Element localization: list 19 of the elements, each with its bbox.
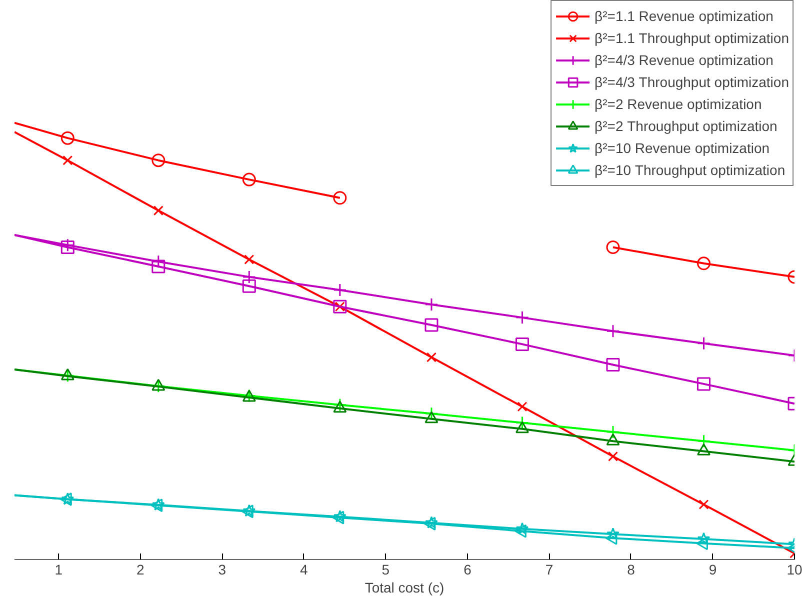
x-tick-label: 7 (545, 562, 554, 578)
legend-label: β²=4/3 Revenue optimization (594, 51, 774, 70)
x-tick-label: 4 (300, 562, 308, 578)
x-tick-label: 6 (464, 562, 472, 578)
legend-label: β²=2 Throughput optimization (594, 117, 778, 136)
x-tick-label: 2 (136, 562, 145, 578)
x-tick-label: 3 (218, 562, 226, 578)
x-tick-label: 10 (786, 562, 802, 578)
x-tick-label: 5 (382, 562, 390, 578)
legend-label: β²=2 Revenue optimization (594, 95, 762, 114)
legend-label: β²=4/3 Throughput optimization (594, 73, 789, 92)
legend-label: β²=1.1 Revenue optimization (594, 7, 774, 26)
x-tick-label: 8 (627, 562, 636, 578)
legend-label: β²=10 Throughput optimization (594, 161, 786, 180)
x-axis-title: Total cost (c) (364, 580, 444, 596)
legend-label: β²=1.1 Throughput optimization (594, 29, 789, 48)
x-tick-label: 9 (708, 562, 717, 578)
x-tick-label: 1 (54, 562, 63, 578)
legend-label: β²=10 Revenue optimization (594, 139, 770, 158)
